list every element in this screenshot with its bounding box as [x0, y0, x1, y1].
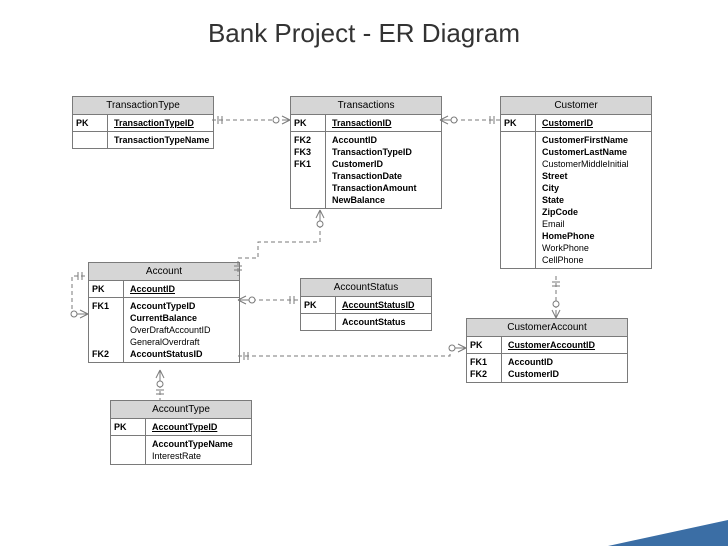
entity-row: PK AccountID: [89, 281, 239, 298]
connector: [238, 210, 320, 276]
attr: HomePhone: [542, 230, 645, 242]
entity-keycol: [301, 314, 336, 330]
entity-header: Transactions: [291, 97, 441, 115]
entity-keycol: FK2FK3FK1: [291, 132, 326, 208]
attr: TransactionAmount: [332, 182, 435, 194]
entity-attrs: AccountStatus: [336, 314, 431, 330]
entity-customer: CustomerPKCustomerIDCustomerFirstNameCus…: [500, 96, 652, 269]
entity-transactions: TransactionsPKTransactionIDFK2FK3FK1Acco…: [290, 96, 442, 209]
entity-row: FK1FK2AccountIDCustomerID: [467, 354, 627, 382]
entity-attrs: CustomerID: [536, 115, 651, 131]
attr: AccountTypeID: [152, 421, 245, 433]
entity-attrs: AccountIDTransactionTypeIDCustomerIDTran…: [326, 132, 441, 208]
entity-header: TransactionType: [73, 97, 213, 115]
entity-keycol: PK: [89, 281, 124, 297]
attr: AccountStatus: [342, 316, 425, 328]
entity-row: PK CustomerID: [501, 115, 651, 132]
entity-attrs: AccountTypeNameInterestRate: [146, 436, 251, 464]
entity-row: PK AccountTypeID: [111, 419, 251, 436]
attr: TransactionTypeID: [114, 117, 207, 129]
attr: CurrentBalance: [130, 312, 233, 324]
entity-accountType: AccountTypePK AccountTypeID AccountTypeNam…: [110, 400, 252, 465]
attr: WorkPhone: [542, 242, 645, 254]
entity-keycol: PK: [73, 115, 108, 131]
attr: Email: [542, 218, 645, 230]
connector: [238, 348, 466, 356]
attr: CustomerLastName: [542, 146, 645, 158]
page-title: Bank Project - ER Diagram: [0, 18, 728, 49]
entity-header: AccountStatus: [301, 279, 431, 297]
entity-attrs: TransactionID: [326, 115, 441, 131]
entity-row: AccountStatus: [301, 314, 431, 330]
entity-row: FK2FK3FK1AccountIDTransactionTypeIDCusto…: [291, 132, 441, 208]
entity-customerAccount: CustomerAccountPK CustomerAccountID FK1FK2…: [466, 318, 628, 383]
entity-keycol: PK: [291, 115, 326, 131]
entity-row: AccountTypeNameInterestRate: [111, 436, 251, 464]
attr: CustomerFirstName: [542, 134, 645, 146]
attr: TransactionDate: [332, 170, 435, 182]
entity-attrs: CustomerFirstNameCustomerLastNameCustome…: [536, 132, 651, 268]
attr: CustomerMiddleInitial: [542, 158, 645, 170]
attr: CustomerID: [508, 368, 621, 380]
entity-row: PK CustomerAccountID: [467, 337, 627, 354]
attr: GeneralOverdraft: [130, 336, 233, 348]
entity-row: PK AccountStatusID: [301, 297, 431, 314]
entity-account: AccountPKAccountIDFK1 FK2AccountTypeIDCu…: [88, 262, 240, 363]
attr: AccountID: [332, 134, 435, 146]
entity-header: AccountType: [111, 401, 251, 419]
attr: AccountTypeID: [130, 300, 233, 312]
entity-accountStatus: AccountStatusPKAccountStatusIDAccountSta…: [300, 278, 432, 331]
slide-accent: [608, 520, 728, 546]
entity-header: CustomerAccount: [467, 319, 627, 337]
entity-attrs: AccountStatusID: [336, 297, 431, 313]
attr: AccountStatusID: [342, 299, 425, 311]
entity-header: Customer: [501, 97, 651, 115]
entity-keycol: PK: [501, 115, 536, 131]
entity-row: PK TransactionID: [291, 115, 441, 132]
attr: AccountStatusID: [130, 348, 233, 360]
attr: NewBalance: [332, 194, 435, 206]
entity-row: CustomerFirstNameCustomerLastNameCustome…: [501, 132, 651, 268]
entity-keycol: [501, 132, 536, 268]
entity-row: TransactionTypeName: [73, 132, 213, 148]
entity-keycol: FK1FK2: [467, 354, 502, 382]
attr: CustomerID: [332, 158, 435, 170]
attr: AccountTypeName: [152, 438, 245, 450]
connector: [72, 276, 88, 314]
attr: OverDraftAccountID: [130, 324, 233, 336]
entity-row: FK1 FK2AccountTypeIDCurrentBalanceOverDr…: [89, 298, 239, 362]
entity-row: PK TransactionTypeID: [73, 115, 213, 132]
entity-attrs: AccountTypeIDCurrentBalanceOverDraftAcco…: [124, 298, 239, 362]
attr: AccountID: [508, 356, 621, 368]
entity-keycol: [73, 132, 108, 148]
attr: CellPhone: [542, 254, 645, 266]
entity-keycol: [111, 436, 146, 464]
entity-keycol: FK1 FK2: [89, 298, 124, 362]
entity-header: Account: [89, 263, 239, 281]
attr: InterestRate: [152, 450, 245, 462]
entity-attrs: AccountID: [124, 281, 239, 297]
attr: TransactionTypeID: [332, 146, 435, 158]
attr: City: [542, 182, 645, 194]
attr: TransactionTypeName: [114, 134, 209, 146]
attr: AccountID: [130, 283, 233, 295]
entity-transactionType: TransactionTypePK TransactionTypeID Transa…: [72, 96, 214, 149]
attr: State: [542, 194, 645, 206]
entity-attrs: CustomerAccountID: [502, 337, 627, 353]
entity-keycol: PK: [301, 297, 336, 313]
attr: CustomerAccountID: [508, 339, 621, 351]
attr: TransactionID: [332, 117, 435, 129]
attr: CustomerID: [542, 117, 645, 129]
entity-keycol: PK: [467, 337, 502, 353]
entity-attrs: TransactionTypeID: [108, 115, 213, 131]
entity-attrs: TransactionTypeName: [108, 132, 215, 148]
attr: Street: [542, 170, 645, 182]
entity-keycol: PK: [111, 419, 146, 435]
entity-attrs: AccountTypeID: [146, 419, 251, 435]
attr: ZipCode: [542, 206, 645, 218]
entity-attrs: AccountIDCustomerID: [502, 354, 627, 382]
